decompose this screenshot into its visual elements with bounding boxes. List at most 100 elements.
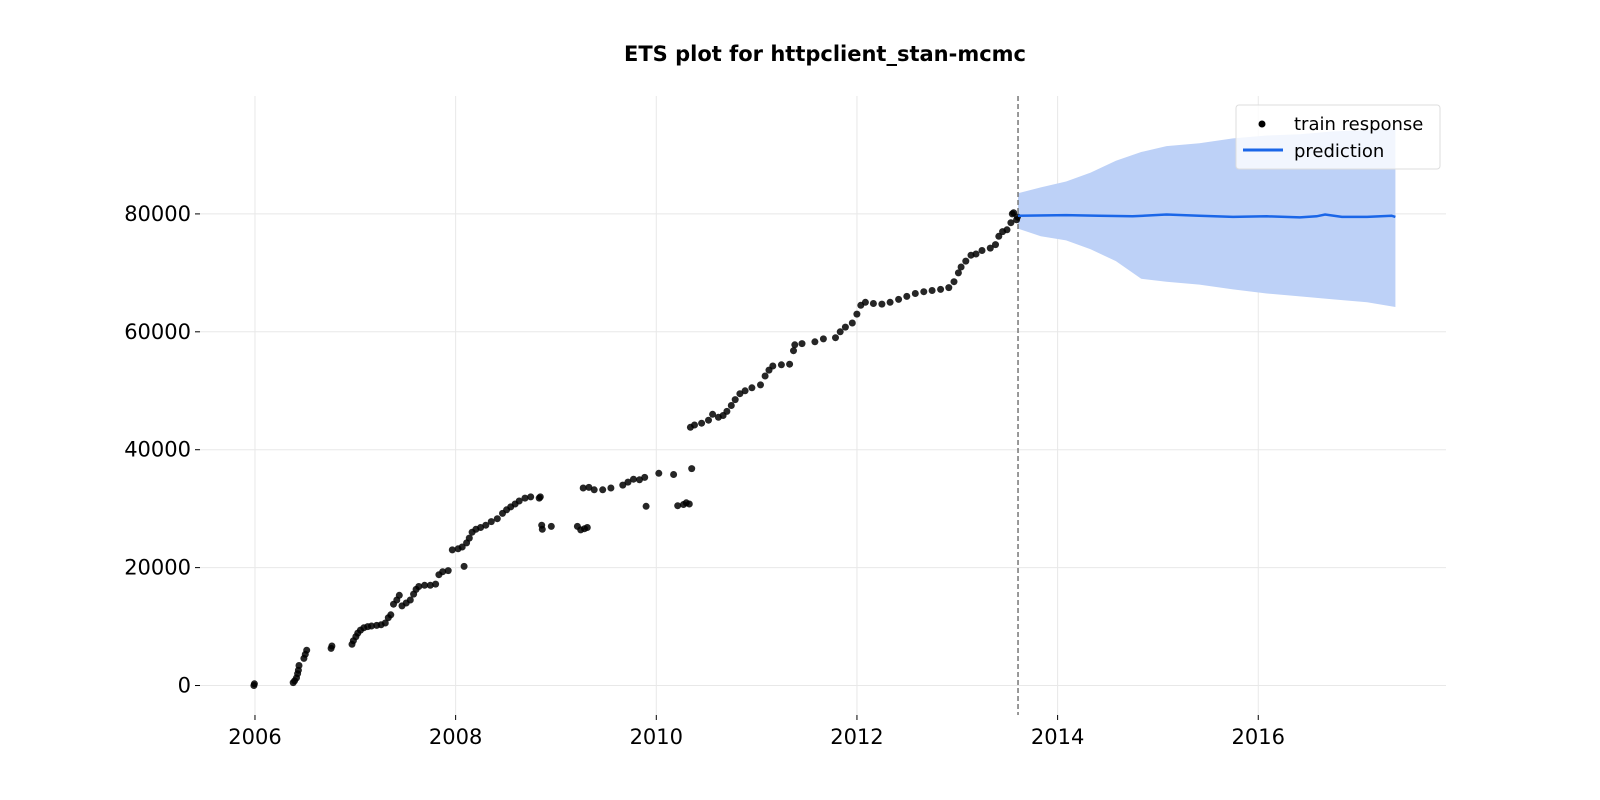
- train-response-point: [920, 288, 928, 296]
- train-response-point: [368, 622, 375, 630]
- y-tick-label: 40000: [124, 438, 191, 462]
- train-response-point: [832, 334, 839, 342]
- train-response-point: [709, 410, 717, 418]
- train-response-point: [841, 323, 849, 331]
- train-response-point: [957, 263, 965, 271]
- train-response-point: [688, 465, 696, 473]
- train-response-point: [853, 310, 861, 318]
- train-response-point: [381, 619, 389, 627]
- train-response-point: [458, 543, 466, 551]
- train-response-point: [861, 298, 869, 306]
- x-tick-label: 2008: [429, 725, 482, 749]
- train-response-point: [731, 396, 739, 404]
- train-response-point: [691, 421, 698, 429]
- train-response-point: [328, 642, 336, 650]
- train-response-point: [536, 493, 544, 501]
- train-response-point: [791, 341, 799, 349]
- train-response-point: [757, 381, 764, 389]
- train-response-point: [786, 360, 794, 368]
- x-tick-label: 2012: [830, 725, 883, 749]
- train-response-point: [685, 500, 693, 508]
- train-response-point: [303, 646, 311, 654]
- y-tick-label: 80000: [124, 202, 191, 226]
- train-response-point: [761, 372, 769, 380]
- train-response-point: [992, 241, 999, 249]
- train-response-point: [727, 402, 735, 409]
- train-response-point: [465, 534, 473, 542]
- train-response-point: [954, 269, 962, 277]
- train-response-point: [848, 319, 856, 327]
- train-response-point: [585, 483, 593, 491]
- train-response-point: [619, 481, 627, 489]
- x-tick-label: 2016: [1232, 725, 1285, 749]
- train-response-point: [415, 583, 423, 590]
- legend-train-response-marker: [1258, 120, 1266, 128]
- train-response-point: [928, 287, 936, 294]
- x-tick-label: 2010: [630, 725, 683, 749]
- train-response-point: [798, 340, 806, 348]
- train-response-point: [387, 611, 395, 619]
- train-response-point: [705, 416, 712, 424]
- train-response-point: [448, 546, 456, 554]
- train-response-point: [250, 680, 258, 688]
- train-response-point: [527, 493, 535, 501]
- train-response-point: [986, 244, 994, 252]
- x-tick-label: 2006: [228, 725, 281, 749]
- train-response-point: [493, 515, 501, 523]
- train-response-point: [978, 247, 986, 254]
- train-response-point: [487, 518, 495, 526]
- y-axis: 0 20000 40000 60000 80000: [124, 202, 200, 698]
- train-response-point: [482, 521, 490, 529]
- y-tick-label: 0: [178, 674, 191, 698]
- train-response-point: [945, 284, 953, 292]
- train-response-point: [460, 562, 468, 570]
- train-response-point: [895, 295, 903, 303]
- train-response-point: [748, 384, 756, 392]
- train-response-point: [579, 484, 587, 492]
- train-response-point: [607, 484, 615, 492]
- train-response-point: [538, 525, 546, 533]
- train-response-point: [886, 298, 894, 306]
- train-response-point: [937, 285, 945, 293]
- train-response-point: [903, 292, 911, 300]
- y-tick-label: 60000: [124, 320, 191, 344]
- train-response-point: [599, 486, 607, 494]
- train-response-point: [655, 469, 663, 477]
- prediction-line: [1017, 213, 1396, 219]
- prediction-interval-band: [1018, 128, 1396, 307]
- train-response-point: [962, 257, 970, 265]
- train-response-point: [444, 567, 452, 575]
- x-tick-label: 2014: [1031, 725, 1084, 749]
- train-response-point: [590, 486, 598, 494]
- train-response-point: [741, 387, 749, 395]
- legend: train response prediction: [1235, 104, 1441, 170]
- train-response-point: [1007, 219, 1015, 227]
- train-response-point: [521, 494, 529, 502]
- prediction-line-path: [1017, 213, 1396, 219]
- train-response-point: [698, 419, 706, 427]
- train-response-point: [1003, 226, 1011, 234]
- legend-prediction-label: prediction: [1294, 141, 1384, 162]
- train-response-point: [995, 232, 1003, 240]
- train-response-point: [950, 278, 958, 286]
- legend-train-response-label: train response: [1294, 114, 1423, 135]
- train-response-point: [811, 338, 819, 346]
- train-response-point: [406, 596, 414, 604]
- train-response-point: [421, 581, 429, 589]
- chart-title: ETS plot for httpclient_stan-mcmc: [624, 42, 1026, 66]
- train-response-point: [642, 502, 650, 510]
- train-response-point: [432, 580, 440, 588]
- train-response-point: [836, 328, 844, 336]
- train-response-point: [295, 662, 303, 669]
- train-response-points: [250, 209, 1021, 689]
- train-response-point: [972, 250, 980, 258]
- train-response-point: [869, 300, 877, 307]
- train-response-point: [736, 390, 744, 398]
- train-response-point: [878, 300, 886, 308]
- x-axis: 2006 2008 2010 2012 2014 2016: [228, 715, 1285, 749]
- train-response-point: [769, 362, 777, 370]
- train-response-point: [439, 568, 447, 576]
- train-response-point: [911, 290, 919, 297]
